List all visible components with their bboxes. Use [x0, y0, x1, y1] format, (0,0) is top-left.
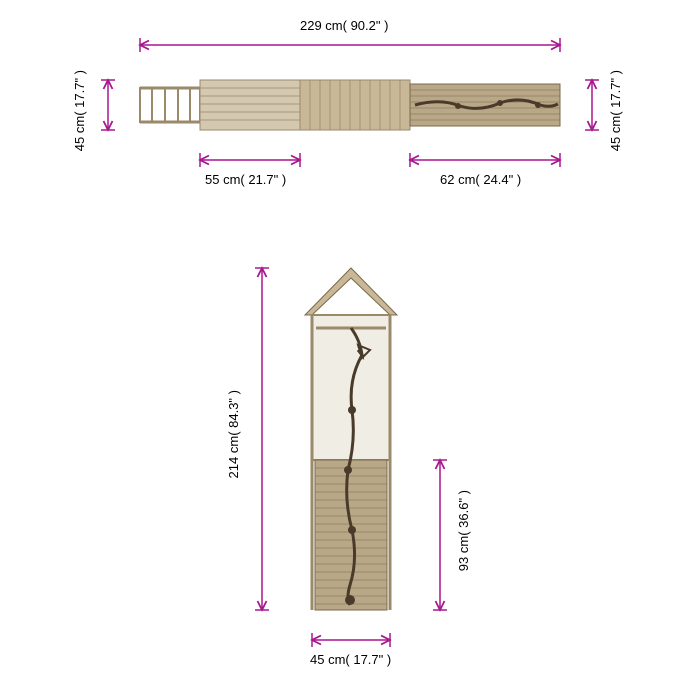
dim-base-width: 45 cm( 17.7" ): [310, 652, 391, 667]
climbing-top: [410, 84, 560, 126]
dim-total-width: 229 cm( 90.2" ): [300, 18, 388, 33]
platform1-top: [200, 80, 300, 130]
platform2-top: [300, 80, 410, 130]
front-view: [255, 268, 447, 647]
climbing-wall-front: [315, 460, 387, 610]
dim-section-1: 55 cm( 21.7" ): [205, 172, 286, 187]
dim-wall-height: 93 cm( 36.6" ): [456, 490, 471, 571]
dim-depth-right: 45 cm( 17.7" ): [608, 70, 623, 151]
top-view: [101, 38, 599, 167]
dim-section-2: 62 cm( 24.4" ): [440, 172, 521, 187]
dim-depth-left: 45 cm( 17.7" ): [72, 70, 87, 151]
dim-height: 214 cm( 84.3" ): [226, 390, 241, 478]
ladder-top: [140, 88, 200, 122]
diagram-canvas: [0, 0, 700, 700]
